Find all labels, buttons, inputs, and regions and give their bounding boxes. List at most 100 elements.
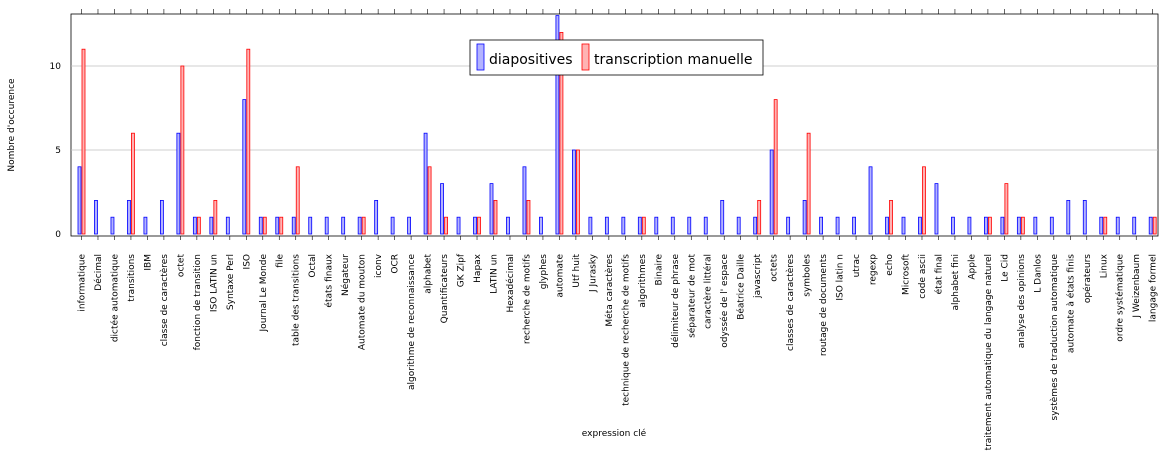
x-tick-label: classe de caractères bbox=[159, 254, 170, 347]
bar-transcription-manuelle bbox=[1004, 183, 1009, 235]
x-tick-label: utrac bbox=[852, 254, 862, 277]
y-tick-label: 5 bbox=[55, 146, 61, 156]
x-tick-label: Automate du mouton bbox=[358, 254, 368, 350]
bar-transcription-manuelle bbox=[444, 216, 448, 235]
bar-diapositives bbox=[176, 132, 181, 235]
x-tick-label: transitions bbox=[127, 254, 137, 302]
x-tick-label: symboles bbox=[803, 254, 813, 297]
x-tick-label: ISO LATIN un bbox=[209, 254, 219, 312]
bar-diapositives bbox=[967, 216, 972, 235]
bar-transcription-manuelle bbox=[493, 199, 498, 235]
bar-transcription-manuelle bbox=[526, 199, 531, 235]
bar-transcription-manuelle bbox=[196, 216, 201, 235]
x-tick-label: J Weizenbaum bbox=[1132, 254, 1142, 319]
bar-diapositives bbox=[1099, 216, 1104, 235]
bar-diapositives bbox=[275, 216, 280, 235]
bar-diapositives bbox=[736, 216, 741, 235]
bar-diapositives bbox=[786, 216, 791, 235]
bar-diapositives bbox=[407, 216, 412, 235]
bar-diapositives bbox=[852, 216, 856, 235]
legend-label-transcription-manuelle: transcription manuelle bbox=[594, 52, 752, 68]
x-tick-label: octet bbox=[176, 254, 186, 278]
x-tick-label: Linux bbox=[1099, 253, 1109, 278]
x-tick-label: Méta caractères bbox=[604, 254, 615, 327]
bar-transcription-manuelle bbox=[81, 48, 86, 235]
bars bbox=[77, 15, 1157, 235]
x-tick-label: javascript bbox=[753, 254, 763, 299]
x-tick-label: dictée automatique bbox=[109, 254, 120, 343]
bar-diapositives bbox=[308, 216, 313, 235]
x-tick-label: automate à états finis bbox=[1065, 254, 1076, 353]
x-tick-label: Octal bbox=[308, 254, 318, 278]
bar-diapositives bbox=[1016, 216, 1021, 235]
bar-diapositives bbox=[456, 216, 461, 235]
bar-diapositives bbox=[1033, 216, 1038, 235]
x-tick-label: code ascii bbox=[918, 254, 928, 299]
x-tick-label: informatique bbox=[78, 254, 88, 312]
bar-diapositives bbox=[753, 216, 758, 235]
y-axis-title: Nombre d'occurence bbox=[7, 78, 17, 172]
bar-diapositives bbox=[374, 199, 379, 235]
bar-diapositives bbox=[918, 216, 922, 235]
x-tick-label: ISO bbox=[242, 254, 252, 269]
bar-transcription-manuelle bbox=[889, 199, 893, 235]
bar-diapositives bbox=[110, 216, 115, 235]
x-tick-label: ordre systématique bbox=[1115, 254, 1126, 342]
x-tick-label: algorithme de reconnaissance bbox=[407, 254, 417, 390]
x-tick-label: Quantificateurs bbox=[440, 254, 450, 324]
bar-diapositives bbox=[341, 216, 346, 235]
bar-diapositives bbox=[654, 216, 659, 235]
x-tick-label: Hapax bbox=[473, 253, 483, 283]
x-tick-label: automate bbox=[555, 254, 565, 298]
x-tick-label: systèmes de traduction automatique bbox=[1049, 254, 1060, 421]
bar-transcription-manuelle bbox=[576, 149, 580, 235]
x-tick-label: regexp bbox=[869, 254, 879, 285]
bar-diapositives bbox=[934, 183, 939, 235]
bar-transcription-manuelle bbox=[773, 99, 778, 235]
bar-transcription-manuelle bbox=[427, 166, 432, 235]
x-tick-label: Journal Le Monde bbox=[259, 254, 269, 333]
x-tick-label: Microsoft bbox=[902, 254, 912, 295]
x-tick-label: délimiteur de phrase bbox=[670, 254, 681, 348]
bar-diapositives bbox=[192, 216, 197, 235]
bar-transcription-manuelle bbox=[641, 216, 646, 235]
x-tick-label: état final bbox=[933, 254, 944, 294]
bar-diapositives bbox=[1000, 216, 1005, 235]
bar-diapositives bbox=[489, 183, 494, 235]
x-tick-label: alphabet bbox=[424, 254, 434, 294]
x-tick-label: octets bbox=[770, 254, 780, 282]
bar-diapositives bbox=[1148, 216, 1153, 235]
x-tick-label: Béatrice Daille bbox=[736, 254, 747, 320]
bar-transcription-manuelle bbox=[213, 199, 218, 235]
x-tick-label: alphabet fini bbox=[951, 254, 961, 310]
x-tick-label: ISO latin n bbox=[836, 254, 846, 301]
bar-diapositives bbox=[901, 216, 906, 235]
legend-label-diapositives: diapositives bbox=[489, 52, 573, 68]
legend-box bbox=[469, 39, 764, 76]
bar-diapositives bbox=[703, 216, 708, 235]
bar-diapositives bbox=[621, 216, 626, 235]
bar-diapositives bbox=[572, 149, 576, 235]
x-tick-label: recherche de motifs bbox=[522, 254, 532, 344]
bar-diapositives bbox=[588, 216, 593, 235]
x-tick-labels: informatique Décimal dictée automatique tra… bbox=[78, 253, 1159, 450]
y-tick-labels: 0 5 10 bbox=[50, 62, 62, 240]
bar-diapositives bbox=[423, 132, 428, 235]
bar-diapositives bbox=[769, 149, 774, 235]
x-tick-label: Négateur bbox=[340, 254, 351, 296]
bar-diapositives bbox=[143, 216, 148, 235]
bar-diapositives bbox=[835, 216, 840, 235]
y-tick-label: 0 bbox=[55, 230, 61, 240]
x-tick-label: Utf huit bbox=[572, 254, 582, 288]
bar-diapositives bbox=[670, 216, 675, 235]
x-tick-label: caractère littéral bbox=[703, 254, 714, 329]
x-tick-label: algorithmes bbox=[638, 254, 648, 308]
bar-diapositives bbox=[819, 216, 823, 235]
bar-transcription-manuelle bbox=[295, 166, 300, 235]
x-tick-label: file bbox=[275, 254, 285, 268]
bar-diapositives bbox=[440, 183, 444, 235]
bar-transcription-manuelle bbox=[559, 32, 564, 235]
bar-transcription-manuelle bbox=[180, 65, 185, 235]
axis-ticks bbox=[81, 9, 1153, 240]
